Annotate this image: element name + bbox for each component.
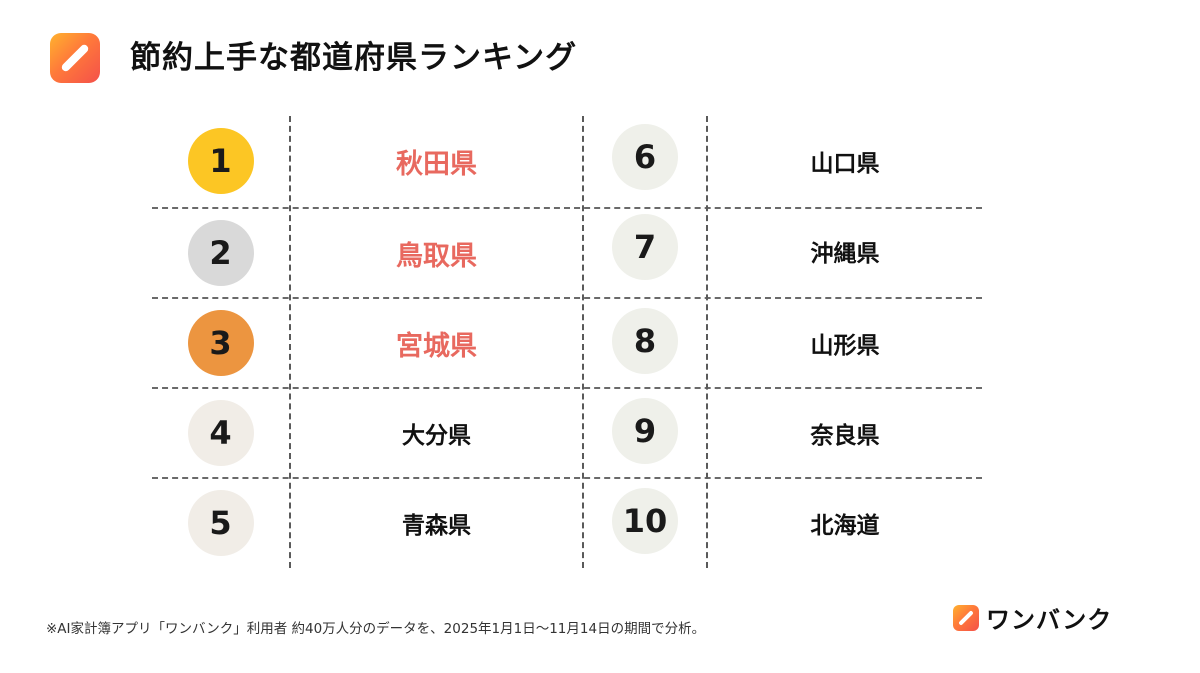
prefecture-name: 秋田県 <box>396 148 477 180</box>
prefecture-cell: 北海道 <box>708 478 982 568</box>
prefecture-cell: 大分県 <box>291 388 582 478</box>
brand-logo-icon <box>953 604 979 631</box>
brand-name: ワンバンク <box>986 606 1113 634</box>
prefecture-cell: 宮城県 <box>291 298 582 388</box>
prefecture-name: 奈良県 <box>810 423 880 449</box>
rank-badge-cell: 2 <box>152 208 289 298</box>
rank-badge: 9 <box>612 398 678 464</box>
column-divider <box>289 116 291 568</box>
pencil-slash-icon <box>958 609 974 626</box>
prefecture-name: 大分県 <box>402 423 471 449</box>
rank-badge-silver: 2 <box>187 220 254 286</box>
rank-badge-cell: 6 <box>584 112 706 202</box>
prefecture-name: 山口県 <box>810 151 880 177</box>
rank-badge-cell: 1 <box>152 116 289 206</box>
prefecture-name: 山形県 <box>810 333 880 359</box>
rank-badge: 4 <box>187 400 254 466</box>
prefecture-cell: 沖縄県 <box>708 206 982 296</box>
rank-badge-cell: 7 <box>584 202 706 292</box>
rank-badge: 7 <box>612 214 678 280</box>
prefecture-cell: 鳥取県 <box>291 208 582 298</box>
prefecture-cell: 奈良県 <box>708 388 982 478</box>
app-logo-icon <box>50 33 100 83</box>
prefecture-cell: 山口県 <box>708 116 982 206</box>
footer-brand: ワンバンク <box>953 600 1112 635</box>
rank-badge-cell: 9 <box>584 386 706 476</box>
rank-badge: 10 <box>612 488 678 554</box>
row-divider <box>152 477 982 479</box>
footnote: ※AI家計簿アプリ「ワンバンク」利用者 約40万人分のデータを、2025年1月1… <box>46 621 706 637</box>
prefecture-cell: 青森県 <box>291 478 582 568</box>
page-title: 節約上手な都道府県ランキング <box>130 40 578 76</box>
row-divider <box>152 297 982 299</box>
rank-badge-cell: 5 <box>152 478 289 568</box>
rank-badge-cell: 3 <box>152 298 289 388</box>
rank-badge: 5 <box>187 490 254 556</box>
rank-badge-bronze: 3 <box>187 310 254 376</box>
column-divider <box>582 116 584 568</box>
column-divider <box>706 116 708 568</box>
rank-badge-gold: 1 <box>187 128 254 194</box>
rank-badge-cell: 4 <box>152 388 289 478</box>
rank-badge: 8 <box>612 308 678 374</box>
rank-badge-cell: 10 <box>584 476 706 566</box>
prefecture-name: 北海道 <box>810 513 880 539</box>
prefecture-name: 沖縄県 <box>810 241 880 267</box>
prefecture-cell: 山形県 <box>708 298 982 388</box>
prefecture-cell: 秋田県 <box>291 116 582 206</box>
row-divider <box>152 387 982 389</box>
prefecture-name: 宮城県 <box>396 330 477 362</box>
rank-badge: 6 <box>612 124 678 190</box>
rank-badge-cell: 8 <box>584 296 706 386</box>
row-divider <box>152 207 982 209</box>
prefecture-name: 鳥取県 <box>396 240 477 272</box>
prefecture-name: 青森県 <box>402 513 471 539</box>
